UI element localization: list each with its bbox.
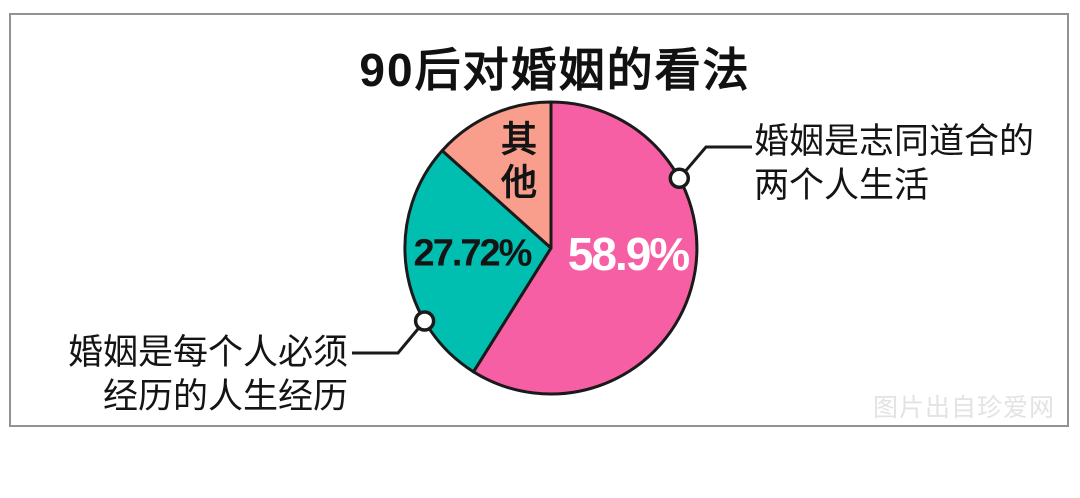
slice-label-other: 其他 xyxy=(496,120,537,206)
value-label-pink-slice: 58.9% xyxy=(567,228,690,280)
callout-left-line2: 经历的人生经历 xyxy=(102,377,348,416)
callout-right-line1: 婚姻是志同道合的 xyxy=(754,122,1035,161)
pie-slice-0 xyxy=(472,100,699,396)
callout-line-right xyxy=(678,145,752,180)
callout-label-left: 婚姻是每个人必须 经历的人生经历 xyxy=(68,331,348,419)
callout-right-line2: 两个人生活 xyxy=(754,166,930,205)
callout-marker-left xyxy=(413,310,436,332)
pie-slice-1 xyxy=(403,149,553,374)
watermark: 图片出自珍爱网 xyxy=(873,394,1056,422)
callout-marker-right xyxy=(668,167,691,190)
callout-label-right: 婚姻是志同道合的 两个人生活 xyxy=(754,120,1034,208)
callout-line-left xyxy=(352,320,426,355)
value-label-teal-slice: 27.72% xyxy=(413,232,533,275)
chart-title: 90后对婚姻的看法 xyxy=(359,44,751,96)
pie-slice-2 xyxy=(440,100,553,250)
callout-left-line1: 婚姻是每个人必须 xyxy=(67,333,348,372)
